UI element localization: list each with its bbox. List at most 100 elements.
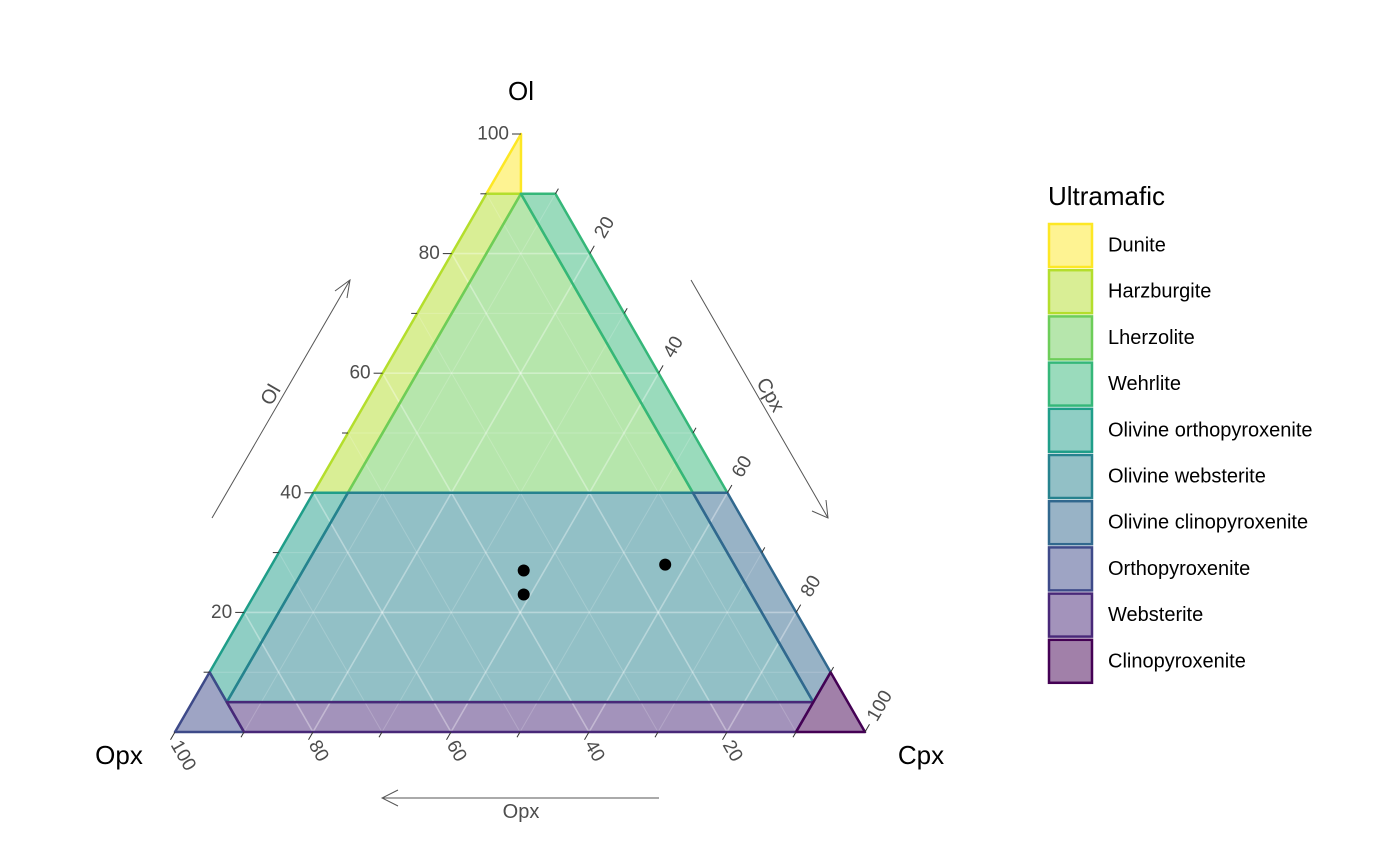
- legend-swatch-olivine-clinopyroxenite: [1047, 499, 1094, 546]
- legend-label-lherzolite: Lherzolite: [1108, 327, 1195, 349]
- tick-label-cpx-20: 20: [590, 213, 619, 242]
- tick-label-opx-80: 80: [304, 737, 333, 766]
- data-points: [517, 558, 672, 601]
- legend-swatch-harzburgite: [1047, 268, 1094, 315]
- legend-swatch-dunite: [1047, 222, 1094, 269]
- data-point-1: [517, 564, 530, 577]
- tick-cpx-60: [726, 484, 733, 494]
- grid-line-cpx-40: [450, 372, 660, 733]
- tick-cpx-20: [589, 245, 595, 254]
- legend-items: Dunite Harzburgite Lherzolite Wehrlite Olivi…: [1047, 222, 1313, 685]
- field-clinopyroxenite: [796, 672, 865, 732]
- grid-line-cpx-80: [726, 611, 797, 733]
- tick-label-opx-40: 40: [580, 737, 609, 766]
- tick-label-cpx-60: 60: [728, 452, 757, 481]
- field-harzburgite: [313, 193, 521, 493]
- tick-cpx-70: [761, 547, 766, 553]
- tick-label-cpx-80: 80: [797, 572, 826, 601]
- tick-cpx-90: [830, 666, 835, 673]
- tick-opx-100: [170, 731, 176, 741]
- tick-cpx-10: [554, 188, 559, 195]
- grid-lines: [209, 193, 832, 733]
- legend-item-olivine-clinopyroxenite: Olivine clinopyroxenite: [1047, 499, 1308, 546]
- legend-label-olivine-orthopyroxenite: Olivine orthopyroxenite: [1108, 419, 1313, 441]
- legend-label-clinopyroxenite: Clinopyroxenite: [1108, 650, 1246, 672]
- grid-line-cpx-30: [381, 313, 625, 733]
- legend-label-orthopyroxenite: Orthopyroxenite: [1108, 558, 1250, 580]
- tick-cpx-40: [658, 365, 664, 374]
- tick-label-ol-40: 40: [280, 482, 301, 503]
- tick-label-ol-100: 100: [477, 124, 509, 145]
- legend-swatch-websterite: [1047, 592, 1094, 638]
- legend-swatch-orthopyroxenite: [1047, 546, 1094, 592]
- cpx-axis-arrow: [690, 279, 829, 519]
- legend-label-wehrlite: Wehrlite: [1108, 373, 1181, 395]
- legend-item-clinopyroxenite: Clinopyroxenite: [1047, 638, 1246, 685]
- grid-line-opx-50: [347, 432, 521, 733]
- tick-label-cpx-40: 40: [659, 333, 688, 362]
- grid-line-opx-40: [381, 372, 590, 733]
- opx-axis-title: Opx: [503, 801, 540, 823]
- tick-cpx-80: [795, 604, 802, 613]
- tick-opx-60: [446, 731, 452, 741]
- field-olivine-orthopyroxenite: [209, 492, 348, 703]
- legend-label-harzburgite: Harzburgite: [1108, 281, 1211, 303]
- classification-fields: [175, 134, 865, 732]
- tick-opx-40: [584, 731, 590, 741]
- legend-swatch-lherzolite: [1047, 315, 1094, 361]
- tick-label-cpx-100: 100: [863, 687, 897, 725]
- grid-line-opx-80: [243, 612, 314, 733]
- tick-cpx-30: [623, 307, 628, 314]
- legend-swatch-wehrlite: [1047, 361, 1094, 407]
- legend-label-olivine-clinopyroxenite: Olivine clinopyroxenite: [1108, 512, 1308, 534]
- tick-label-ol-20: 20: [211, 602, 232, 623]
- tick-label-opx-100: 100: [166, 737, 200, 775]
- legend-label-olivine-websterite: Olivine websterite: [1108, 466, 1266, 488]
- tick-cpx-50: [692, 427, 697, 434]
- legend-swatch-olivine-orthopyroxenite: [1047, 407, 1094, 454]
- opx-axis-arrow: [380, 789, 659, 807]
- legend-item-harzburgite: Harzburgite: [1047, 268, 1211, 315]
- field-orthopyroxenite: [175, 672, 244, 732]
- grid-line-opx-30: [416, 313, 659, 733]
- tick-opx-70: [378, 731, 383, 738]
- legend-label-dunite: Dunite: [1108, 235, 1166, 257]
- tick-label-ol-60: 60: [349, 363, 370, 384]
- field-websterite: [226, 702, 814, 732]
- legend-item-olivine-websterite: Olivine websterite: [1047, 453, 1266, 500]
- tick-opx-30: [654, 731, 659, 738]
- field-olivine-clinopyroxenite: [692, 492, 831, 703]
- ol-axis-title: Ol: [256, 381, 285, 409]
- grid-line-cpx-10: [243, 193, 556, 733]
- tick-opx-20: [722, 731, 728, 741]
- tick-opx-80: [308, 731, 314, 741]
- data-point-3: [659, 558, 672, 571]
- tick-opx-50: [516, 731, 521, 738]
- grid-line-cpx-60: [588, 492, 729, 733]
- grid-line-cpx-50: [519, 432, 694, 733]
- field-lherzolite: [347, 193, 693, 493]
- legend-swatch-olivine-websterite: [1047, 453, 1094, 500]
- tick-label-opx-60: 60: [442, 737, 471, 766]
- vertex-label-opx: Opx: [95, 740, 143, 770]
- legend-item-websterite: Websterite: [1047, 592, 1203, 638]
- data-point-2: [517, 588, 530, 601]
- tick-opx-90: [240, 731, 245, 738]
- vertex-label-cpx: Cpx: [898, 740, 944, 770]
- tick-cpx-100: [864, 723, 870, 733]
- tick-opx-10: [792, 731, 797, 738]
- legend-swatch-clinopyroxenite: [1047, 638, 1094, 685]
- field-wehrlite: [520, 193, 728, 493]
- legend-item-lherzolite: Lherzolite: [1047, 315, 1195, 361]
- tick-label-opx-20: 20: [718, 737, 747, 766]
- legend-item-wehrlite: Wehrlite: [1047, 361, 1181, 407]
- grid-line-opx-60: [312, 492, 452, 733]
- vertex-label-ol: Ol: [508, 76, 534, 106]
- legend-item-orthopyroxenite: Orthopyroxenite: [1047, 546, 1250, 592]
- legend-label-websterite: Websterite: [1108, 604, 1203, 626]
- tick-label-ol-80: 80: [419, 243, 440, 264]
- legend-item-olivine-orthopyroxenite: Olivine orthopyroxenite: [1047, 407, 1313, 454]
- legend-title: Ultramafic: [1048, 181, 1165, 211]
